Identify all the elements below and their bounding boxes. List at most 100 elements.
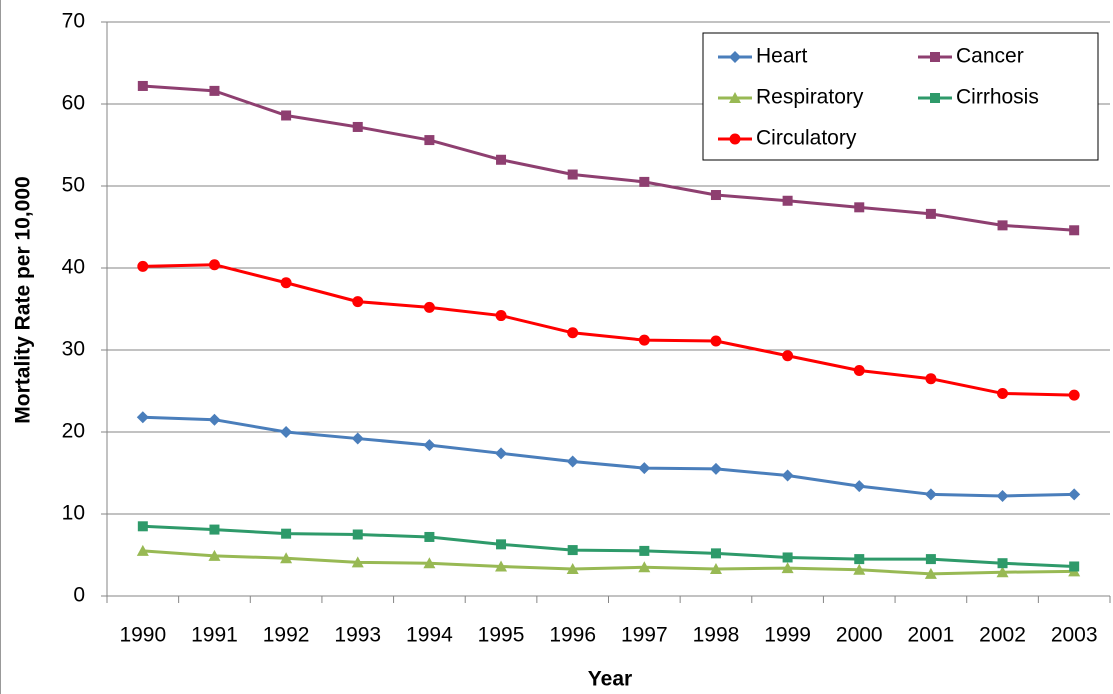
- marker: [638, 561, 651, 573]
- y-tick-label: 40: [62, 256, 85, 279]
- legend-label: Cirrhosis: [956, 86, 1039, 109]
- marker: [710, 335, 722, 347]
- marker: [424, 135, 435, 146]
- marker: [639, 176, 650, 187]
- marker: [853, 365, 865, 376]
- marker: [137, 80, 148, 91]
- marker: [424, 531, 435, 542]
- x-tick-label: 1995: [478, 624, 525, 647]
- marker: [423, 439, 436, 452]
- x-tick-label: 1998: [693, 624, 740, 647]
- marker: [208, 549, 221, 561]
- marker: [710, 190, 721, 201]
- marker: [709, 562, 722, 574]
- x-tick-label: 1991: [191, 624, 238, 647]
- marker: [924, 567, 937, 579]
- marker: [729, 51, 741, 63]
- marker: [924, 488, 937, 501]
- series-line: [142, 524, 1075, 568]
- x-tick-label: 2001: [908, 624, 955, 647]
- marker: [351, 556, 364, 568]
- y-tick-label: 60: [62, 92, 85, 115]
- marker: [423, 557, 436, 569]
- marker: [930, 93, 940, 103]
- legend-box: [702, 32, 1099, 161]
- marker: [566, 562, 579, 574]
- marker: [209, 524, 220, 535]
- x-tick-label: 1990: [119, 624, 166, 647]
- legend-label: Circulatory: [756, 127, 857, 150]
- marker: [853, 480, 866, 493]
- x-tick-label: 2002: [979, 624, 1026, 647]
- marker: [351, 432, 364, 445]
- marker: [854, 202, 865, 213]
- marker: [209, 85, 220, 96]
- marker: [495, 447, 508, 460]
- marker: [495, 310, 507, 322]
- series-line: [142, 84, 1075, 232]
- marker: [996, 489, 1009, 502]
- x-tick-label: 1997: [621, 624, 668, 647]
- marker: [782, 552, 793, 563]
- marker: [280, 277, 292, 289]
- marker: [352, 529, 363, 540]
- marker: [137, 521, 148, 532]
- x-tick-label: 1992: [263, 624, 310, 647]
- marker: [782, 350, 794, 362]
- series-line: [142, 415, 1075, 498]
- marker: [782, 195, 793, 206]
- marker: [925, 373, 937, 385]
- marker: [853, 563, 866, 575]
- marker: [280, 552, 293, 564]
- marker: [352, 121, 363, 132]
- marker: [136, 411, 149, 424]
- x-tick-label: 2003: [1051, 624, 1098, 647]
- marker: [1069, 561, 1080, 572]
- y-tick-label: 50: [62, 174, 85, 197]
- marker: [854, 554, 865, 565]
- marker: [1068, 488, 1081, 501]
- y-tick-label: 70: [62, 10, 85, 33]
- y-tick-label: 30: [62, 338, 85, 361]
- marker: [1068, 389, 1080, 401]
- marker: [495, 560, 508, 572]
- marker: [567, 169, 578, 180]
- marker: [280, 426, 293, 438]
- legend-label: Heart: [756, 45, 808, 68]
- y-tick-label: 20: [62, 420, 85, 443]
- marker: [423, 301, 435, 313]
- x-tick-label: 1996: [549, 624, 596, 647]
- series-line: [142, 549, 1075, 576]
- marker: [997, 220, 1008, 231]
- y-tick-label: 10: [62, 502, 85, 525]
- marker: [137, 260, 149, 272]
- marker: [930, 52, 940, 62]
- y-tick-label: 0: [73, 584, 85, 607]
- marker: [496, 539, 507, 550]
- marker: [281, 528, 292, 539]
- y-axis-title: Mortality Rate per 10,000: [12, 176, 35, 423]
- marker: [997, 558, 1008, 569]
- marker: [208, 259, 220, 271]
- marker: [729, 92, 741, 103]
- legend-label: Cancer: [956, 45, 1024, 68]
- marker: [729, 133, 741, 145]
- x-tick-label: 1999: [764, 624, 811, 647]
- marker: [639, 545, 650, 556]
- marker: [281, 110, 292, 121]
- marker: [1069, 225, 1080, 236]
- series-line: [142, 263, 1075, 397]
- marker: [136, 544, 149, 556]
- x-tick-label: 2000: [836, 624, 883, 647]
- marker: [925, 208, 936, 219]
- x-tick-label: 1994: [406, 624, 453, 647]
- x-tick-label: 1993: [334, 624, 381, 647]
- marker: [208, 413, 221, 426]
- marker: [997, 387, 1009, 399]
- marker: [638, 334, 650, 346]
- marker: [567, 327, 579, 339]
- marker: [710, 548, 721, 559]
- marker: [781, 469, 794, 482]
